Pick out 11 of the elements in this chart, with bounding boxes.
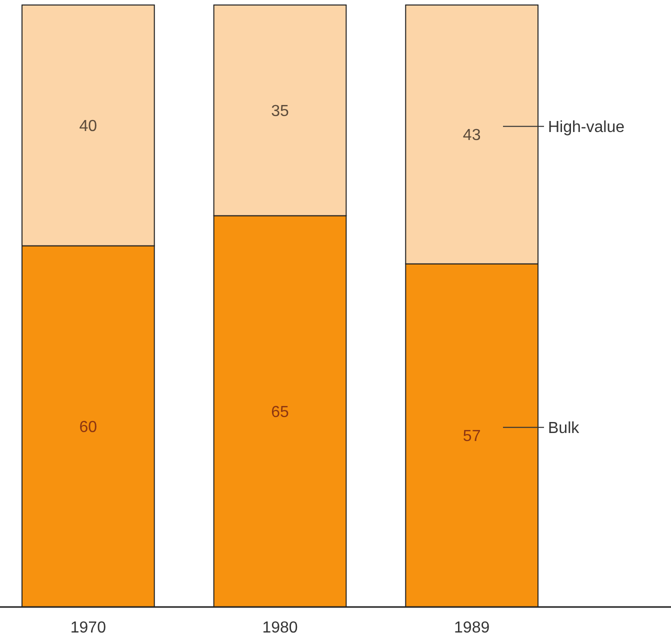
x-tick-label: 1989 [454,620,490,637]
data-label: 43 [462,127,481,144]
data-label: 35 [271,102,289,120]
series-label: Bulk [548,420,580,438]
data-label: 60 [79,419,98,436]
x-tick-label: 1970 [70,620,106,637]
data-label: 65 [271,404,289,421]
data-label: 57 [462,428,481,446]
series-label: High-value [548,119,625,136]
data-label: 40 [79,118,98,135]
x-tick-label: 1980 [262,620,298,637]
